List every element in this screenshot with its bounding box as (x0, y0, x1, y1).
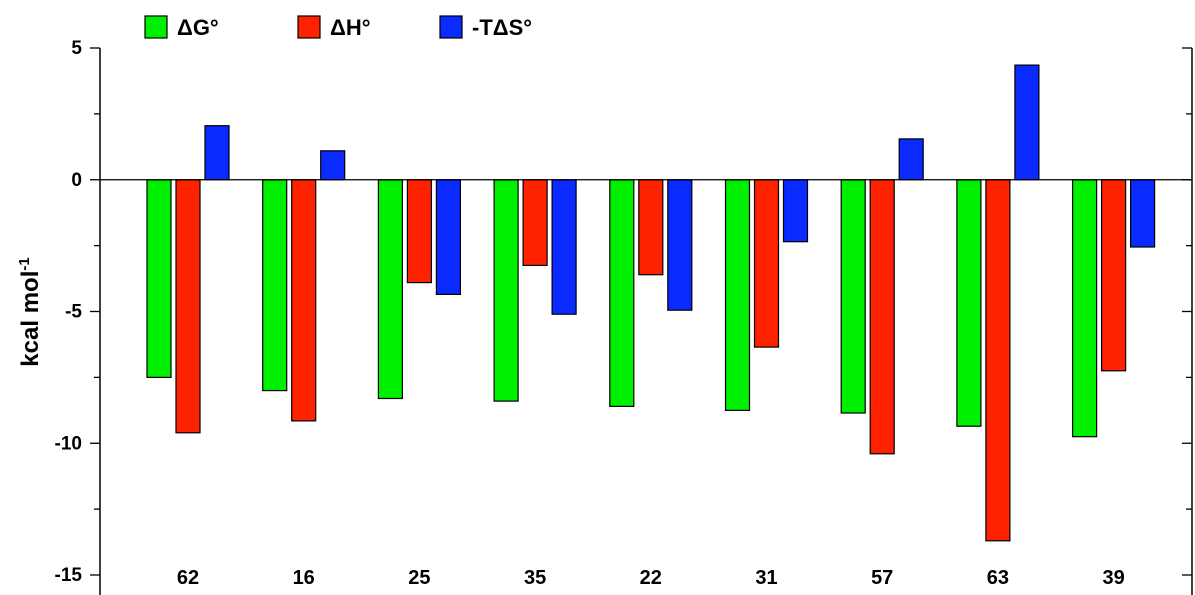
bar-63-series-0 (956, 179, 982, 427)
bar-62-series-1 (175, 179, 201, 434)
legend-swatch-0 (144, 15, 168, 39)
y-tick-label: 0 (71, 170, 82, 191)
legend-label-1: ΔH° (330, 15, 371, 40)
bar-62-series-0 (146, 179, 172, 379)
y-tick-label: -15 (55, 565, 83, 586)
bar-39-series-2 (1129, 179, 1156, 248)
y-axis-label: kcal mol-1 (16, 257, 44, 366)
bar-31-series-0 (724, 179, 751, 412)
bar-31-series-2 (782, 179, 809, 243)
y-axis-label-superscript: -1 (16, 257, 33, 270)
bar-16-series-2 (320, 150, 346, 181)
bar-35-series-0 (493, 179, 519, 402)
bar-35-series-1 (522, 179, 548, 267)
bar-22-series-1 (638, 179, 664, 276)
bar-63-series-2 (1014, 64, 1040, 181)
category-label-62: 62 (177, 567, 199, 589)
y-tick-label: -5 (65, 302, 82, 323)
y-tick-label: -10 (55, 433, 82, 454)
bar-57-series-1 (869, 179, 895, 455)
category-label-39: 39 (1102, 567, 1124, 589)
bar-25-series-2 (435, 179, 461, 296)
bar-16-series-1 (291, 179, 317, 422)
legend: ΔG° ΔH° -TΔS° (144, 15, 532, 40)
plot-area: 5 0 -5 -10 -15 62 16 25 35 22 31 57 63 39 (55, 38, 1193, 595)
bar-22-series-0 (609, 179, 635, 408)
y-axis-label-text: kcal mol (17, 271, 44, 367)
bar-25-series-0 (377, 179, 403, 400)
legend-swatch-1 (297, 15, 321, 39)
legend-swatch-2 (439, 15, 463, 39)
bar-57-series-0 (840, 179, 866, 414)
bar-57-series-2 (898, 138, 924, 181)
category-label-57: 57 (871, 567, 893, 589)
category-label-25: 25 (408, 567, 430, 589)
category-label-35: 35 (524, 567, 546, 589)
bar-63-series-1 (985, 179, 1011, 542)
y-tick-label: 5 (71, 38, 82, 59)
category-label-22: 22 (640, 567, 662, 589)
bar-25-series-1 (406, 179, 432, 284)
bar-16-series-0 (262, 179, 288, 392)
category-label-31: 31 (755, 567, 777, 589)
category-labels: 62 16 25 35 22 31 57 63 39 (177, 567, 1125, 589)
bar-31-series-1 (753, 179, 780, 348)
category-label-63: 63 (987, 567, 1009, 589)
legend-label-0: ΔG° (177, 15, 219, 40)
bar-35-series-2 (551, 179, 577, 315)
bars-layer (146, 64, 1156, 542)
bar-62-series-2 (204, 125, 230, 181)
bar-22-series-2 (667, 179, 693, 311)
bar-39-series-1 (1100, 179, 1127, 372)
axes-layer: 5 0 -5 -10 -15 (55, 38, 1193, 595)
bar-39-series-0 (1071, 179, 1098, 438)
category-label-16: 16 (293, 567, 315, 589)
legend-label-2: -TΔS° (472, 15, 532, 40)
